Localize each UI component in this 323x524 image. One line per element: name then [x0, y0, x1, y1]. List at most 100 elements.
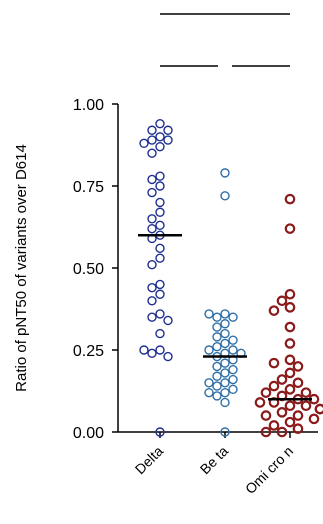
- data-point: [220, 319, 230, 329]
- data-point: [155, 427, 165, 437]
- data-point: [308, 413, 320, 425]
- data-point: [260, 410, 272, 421]
- data-point: [220, 358, 230, 368]
- data-point: [212, 391, 222, 401]
- data-point: [163, 135, 173, 145]
- data-point: [276, 426, 288, 438]
- data-point: [155, 118, 165, 129]
- data-point: [212, 342, 222, 352]
- data-point: [220, 309, 230, 319]
- significance-brackets: [160, 13, 290, 67]
- data-point: [220, 338, 230, 349]
- data-point: [147, 187, 157, 198]
- y-axis-label: Ratio of pNT50 of variants over D614: [13, 144, 30, 392]
- data-point: [163, 315, 173, 326]
- data-point: [155, 171, 165, 181]
- data-point: [260, 387, 272, 398]
- data-point: [292, 423, 304, 435]
- data-point: [220, 378, 230, 388]
- data-point: [147, 148, 157, 158]
- data-point: [220, 427, 230, 437]
- data-point: [147, 312, 157, 322]
- data-point: [276, 295, 288, 307]
- data-point: [212, 371, 222, 381]
- data-point: [147, 260, 157, 270]
- data-point: [268, 305, 280, 316]
- x-tick-label: Omi cro n: [242, 443, 296, 497]
- data-point: [284, 338, 296, 349]
- data-point: [284, 302, 296, 313]
- data-point: [284, 367, 296, 379]
- data-point: [228, 312, 238, 322]
- data-point: [155, 207, 165, 217]
- data-point: [212, 312, 222, 322]
- data-point: [212, 381, 222, 391]
- data-point: [300, 387, 312, 398]
- data-point: [147, 282, 157, 293]
- data-point: [155, 181, 165, 191]
- data-point: [292, 361, 304, 372]
- y-axis: 0.00 0.25 0.50 0.75 1.00: [73, 97, 119, 442]
- data-point: [220, 328, 230, 339]
- data-point: [155, 197, 165, 208]
- data-point: [220, 397, 230, 408]
- data-point: [228, 364, 238, 375]
- data-point: [284, 400, 296, 412]
- x-axis: Delta Be ta Omi cro n: [118, 431, 318, 497]
- data-point: [284, 288, 296, 300]
- data-point: [284, 223, 296, 234]
- data-point: [284, 193, 296, 205]
- data-point: [284, 384, 296, 395]
- data-point: [314, 403, 323, 415]
- data-point: [268, 420, 280, 431]
- data-point: [284, 354, 296, 366]
- data-point: [276, 374, 288, 385]
- data-point: [228, 374, 238, 385]
- data-point: [228, 335, 238, 345]
- data-point: [147, 348, 157, 358]
- data-point: [155, 220, 165, 231]
- data-point: [204, 387, 214, 398]
- data-point: [204, 345, 214, 355]
- data-point: [155, 243, 165, 254]
- y-tick-label: 1.00: [73, 97, 104, 114]
- data-point: [163, 125, 173, 135]
- data-point: [292, 410, 304, 421]
- data-point: [220, 368, 230, 378]
- data-point: [284, 416, 296, 428]
- data-point: [155, 253, 165, 263]
- data-point: [139, 345, 149, 355]
- data-point: [155, 279, 165, 290]
- median-lines: [138, 233, 312, 401]
- data-point: [228, 384, 238, 395]
- y-tick-label: 0.00: [73, 425, 104, 442]
- data-point: [147, 174, 157, 185]
- data-point: [155, 141, 165, 152]
- data-point: [155, 309, 165, 319]
- data-point: [147, 125, 157, 135]
- data-point: [268, 380, 280, 392]
- data-point: [204, 378, 214, 388]
- data-point: [155, 345, 165, 355]
- y-tick-label: 0.75: [73, 179, 104, 196]
- data-point: [147, 135, 157, 145]
- x-ticks: Delta Be ta Omi cro n: [132, 432, 296, 497]
- data-point: [212, 361, 222, 372]
- data-point: [220, 191, 230, 201]
- data-point: [204, 309, 214, 319]
- data-point: [300, 400, 312, 412]
- y-ticks: 0.00 0.25 0.50 0.75 1.00: [73, 97, 118, 442]
- data-point: [155, 289, 165, 299]
- y-tick-label: 0.25: [73, 343, 104, 360]
- data-point: [139, 138, 149, 149]
- data-point: [147, 214, 157, 224]
- data-point: [155, 132, 165, 142]
- data-point: [254, 397, 266, 408]
- data-point: [163, 351, 173, 362]
- data-points: [139, 118, 323, 438]
- data-point: [212, 322, 222, 332]
- data-point: [155, 328, 165, 339]
- data-point: [228, 345, 238, 355]
- data-point: [276, 407, 288, 418]
